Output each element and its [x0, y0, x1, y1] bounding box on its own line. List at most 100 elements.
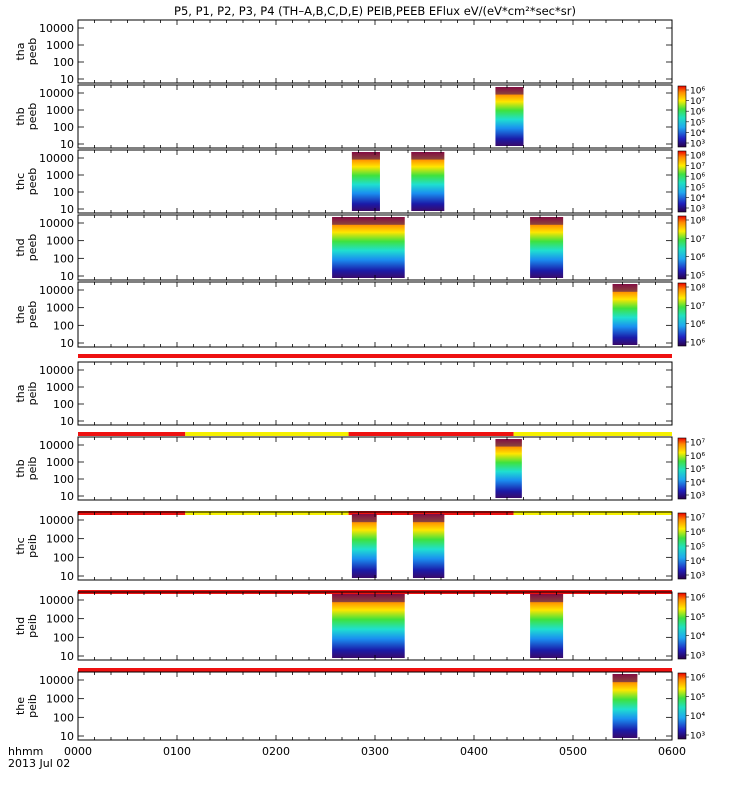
panel-label-instrument: peeb — [26, 168, 39, 196]
y-tick-label: 1000 — [46, 235, 74, 248]
spectrogram-block-top-band — [612, 674, 638, 683]
colorbar-tick-label: 10⁶ — [690, 87, 705, 97]
colorbar — [677, 672, 687, 740]
y-tick-label: 100 — [53, 121, 74, 134]
y-tick-label: 10000 — [39, 217, 74, 230]
colorbar-tick-label: 10⁵ — [690, 613, 705, 623]
spectrogram-block-top-band — [411, 152, 445, 160]
colorbar-tick-label: 10⁶ — [690, 173, 705, 183]
y-tick-label: 10000 — [39, 152, 74, 165]
y-tick-label: 1000 — [46, 169, 74, 182]
flag-segment-red — [348, 432, 514, 436]
panel-label-probe: thb — [14, 107, 27, 125]
y-tick-label: 10000 — [39, 514, 74, 527]
y-tick-label: 100 — [53, 56, 74, 69]
panel-frame — [77, 361, 673, 426]
colorbar-tick-label: 10⁷ — [690, 235, 705, 245]
y-tick-label: 10000 — [39, 364, 74, 377]
colorbar-tick-label: 10³ — [690, 140, 705, 150]
spectrogram-block — [411, 152, 445, 211]
x-tick-label: 0100 — [163, 745, 191, 758]
flag-segment-red — [78, 668, 672, 672]
colorbar-tick-label: 10⁵ — [690, 118, 705, 128]
colorbar-tick-label: 10⁷ — [690, 302, 705, 312]
y-tick-label: 10 — [60, 337, 74, 350]
spectrogram-block-top-band — [332, 217, 405, 225]
y-tick-label: 10000 — [39, 674, 74, 687]
colorbar — [677, 85, 687, 148]
colorbar-tick-label: 10⁶ — [690, 528, 705, 538]
panel-thd-peib: 10000 1000 100 10 thd peib 10⁶ 10⁵ 10⁴ 10³ — [14, 590, 705, 663]
colorbar-tick-label: 10⁵ — [690, 272, 705, 282]
x-tick-label: 0300 — [361, 745, 389, 758]
y-tick-label: 100 — [53, 473, 74, 486]
colorbar — [677, 592, 687, 660]
y-tick-label: 100 — [53, 711, 74, 724]
colorbar-tick-label: 10⁸ — [690, 217, 705, 227]
y-tick-label: 100 — [53, 398, 74, 411]
colorbar-tick-label: 10⁴ — [690, 557, 705, 567]
colorbar-tick-label: 10⁶ — [690, 320, 705, 330]
colorbar-tick-label: 10⁵ — [690, 693, 705, 703]
colorbar-tick-label: 10⁴ — [690, 129, 705, 139]
panel-frame — [77, 281, 673, 348]
y-tick-label: 10000 — [39, 87, 74, 100]
x-tick-label: 0400 — [460, 745, 488, 758]
panel-label-instrument: peib — [26, 382, 39, 406]
y-tick-label: 10 — [60, 650, 74, 663]
colorbar-tick-label: 10⁶ — [690, 108, 705, 118]
colorbar-tick-label: 10⁴ — [690, 632, 705, 642]
panel-label-probe: thd — [14, 238, 27, 256]
spectrogram-block — [530, 217, 564, 278]
panel-label-instrument: peib — [26, 694, 39, 718]
chart-title: P5, P1, P2, P3, P4 (TH–A,B,C,D,E) PEIB,P… — [174, 4, 576, 18]
y-tick-label: 1000 — [46, 533, 74, 546]
y-tick-label: 10 — [60, 415, 74, 428]
spectrogram-block-top-band — [351, 514, 377, 523]
y-tick-label: 1000 — [46, 613, 74, 626]
flag-segment-yellow — [513, 432, 672, 436]
y-tick-label: 100 — [53, 186, 74, 199]
y-tick-label: 1000 — [46, 39, 74, 52]
panel-label-instrument: peeb — [26, 103, 39, 131]
colorbar-tick-label: 10⁵ — [690, 543, 705, 553]
colorbar-tick-label: 10⁷ — [690, 97, 705, 107]
colorbar-tick-label: 10⁷ — [690, 514, 705, 524]
panel-label-instrument: peeb — [26, 301, 39, 329]
colorbar-tick-label: 10³ — [690, 572, 705, 582]
flag-segment-yellow — [185, 511, 349, 515]
y-tick-label: 10000 — [39, 22, 74, 35]
spectrogram-block-top-band — [495, 87, 524, 95]
panel-label-instrument: peib — [26, 534, 39, 558]
flag-segment-red — [348, 511, 514, 515]
spectrogram-block-top-band — [530, 594, 564, 603]
colorbar-tick-label: 10⁴ — [690, 712, 705, 722]
panel-the-peeb: 10000 1000 100 10 the peeb 10⁸ 10⁷ 10⁶ 10⁶ — [14, 281, 705, 350]
y-tick-label: 10 — [60, 203, 74, 216]
colorbar — [677, 512, 687, 580]
panel-label-probe: tha — [14, 384, 27, 402]
colorbar-tick-label: 10³ — [690, 492, 705, 502]
spectrogram-block-top-band — [612, 284, 638, 292]
panel-frame — [77, 19, 673, 84]
x-tick-label: 0200 — [262, 745, 290, 758]
spectrogram-block — [495, 439, 522, 498]
panel-label-instrument: peib — [26, 457, 39, 481]
spectrogram-block — [612, 284, 638, 345]
spectrogram-block — [530, 594, 564, 658]
colorbar-tick-label: 10⁷ — [690, 162, 705, 172]
spectrogram-block-top-band — [530, 217, 564, 225]
panel-tha-peib: 10000 1000 100 10 tha peib — [14, 354, 673, 428]
x-tick-label: 0500 — [559, 745, 587, 758]
y-tick-label: 100 — [53, 551, 74, 564]
y-tick-label: 1000 — [46, 381, 74, 394]
spectrogram-block — [612, 674, 638, 738]
colorbar — [677, 437, 687, 500]
x-tick-label: 0000 — [64, 745, 92, 758]
spectrogram-block — [351, 152, 380, 211]
colorbar — [677, 215, 687, 280]
